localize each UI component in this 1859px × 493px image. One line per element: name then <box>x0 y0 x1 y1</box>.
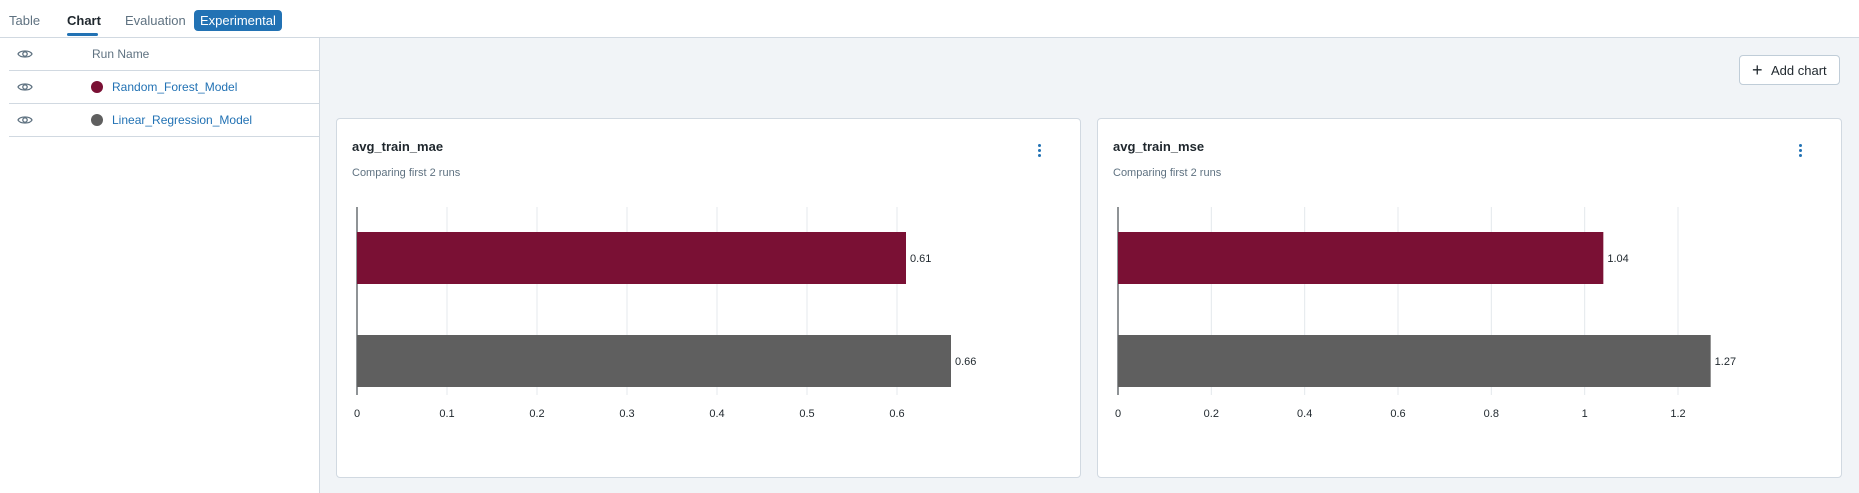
chart-card-avg-train-mse: avg_train_mse Comparing first 2 runs 0 0.… <box>1097 118 1842 478</box>
bar-chart: 0 0.2 0.4 0.6 0.8 1 1.2 1.04 1.27 <box>1115 207 1736 420</box>
x-tick-label: 0.4 <box>1297 408 1312 420</box>
x-tick-label: 0.4 <box>709 408 724 420</box>
bar-Random_Forest_Model[interactable] <box>357 232 906 284</box>
runs-table: Run Name Random_Forest_Model Linear_Regr… <box>9 38 319 493</box>
add-chart-label: Add chart <box>1771 63 1827 78</box>
x-tick-label: 0.6 <box>889 408 904 420</box>
active-tab-indicator <box>67 33 98 36</box>
panel-divider[interactable] <box>319 38 320 493</box>
bar-Linear_Regression_Model[interactable] <box>1118 335 1711 387</box>
x-tick-label: 0.5 <box>799 408 814 420</box>
x-tick-label: 0.2 <box>1204 408 1219 420</box>
bar-value-label: 1.27 <box>1715 356 1736 368</box>
run-name-column-header[interactable]: Run Name <box>92 47 150 61</box>
x-tick-label: 1.2 <box>1670 408 1685 420</box>
view-tabs: Table Chart Evaluation Experimental <box>0 0 1859 38</box>
chart-subtitle: Comparing first 2 runs <box>1113 167 1222 179</box>
chart-card-avg-train-mae: avg_train_mae Comparing first 2 runs 0 0.… <box>336 118 1081 478</box>
bar-chart: 0 0.1 0.2 0.3 0.4 0.5 0.6 0.61 0.66 <box>354 207 976 420</box>
visibility-toggle-all-icon[interactable] <box>17 46 33 62</box>
run-row: Linear_Regression_Model <box>9 104 319 137</box>
run-name-link[interactable]: Linear_Regression_Model <box>112 113 253 127</box>
visibility-eye-icon[interactable] <box>17 79 33 95</box>
chart-subtitle: Comparing first 2 runs <box>352 167 461 179</box>
plus-icon: + <box>1752 60 1763 80</box>
experimental-badge: Experimental <box>194 10 282 31</box>
bar-Random_Forest_Model[interactable] <box>1118 232 1604 284</box>
bar-value-label: 0.66 <box>955 356 976 368</box>
run-name-link[interactable]: Random_Forest_Model <box>112 80 238 94</box>
x-tick-label: 0.1 <box>439 408 454 420</box>
tab-evaluation[interactable]: Evaluation <box>125 13 186 28</box>
bar-value-label: 0.61 <box>910 253 931 265</box>
chart-menu-icon[interactable] <box>1795 144 1805 162</box>
tab-chart[interactable]: Chart <box>67 13 101 28</box>
x-tick-label: 0 <box>354 408 360 420</box>
run-color-swatch[interactable] <box>91 114 103 126</box>
x-tick-label: 1 <box>1582 408 1588 420</box>
chart-title: avg_train_mse <box>1113 139 1205 154</box>
tab-table[interactable]: Table <box>9 13 41 28</box>
x-tick-label: 0.3 <box>619 408 634 420</box>
run-row: Random_Forest_Model <box>9 71 319 104</box>
runs-table-header: Run Name <box>9 38 319 71</box>
visibility-eye-icon[interactable] <box>17 112 33 128</box>
x-tick-label: 0.2 <box>529 408 544 420</box>
x-tick-label: 0.8 <box>1484 408 1499 420</box>
chart-menu-icon[interactable] <box>1034 144 1044 162</box>
bar-value-label: 1.04 <box>1607 253 1628 265</box>
x-tick-label: 0.6 <box>1390 408 1405 420</box>
chart-title: avg_train_mae <box>352 139 444 154</box>
run-color-swatch[interactable] <box>91 81 103 93</box>
x-tick-label: 0 <box>1115 408 1121 420</box>
bar-Linear_Regression_Model[interactable] <box>357 335 951 387</box>
add-chart-button[interactable]: + Add chart <box>1739 55 1840 85</box>
